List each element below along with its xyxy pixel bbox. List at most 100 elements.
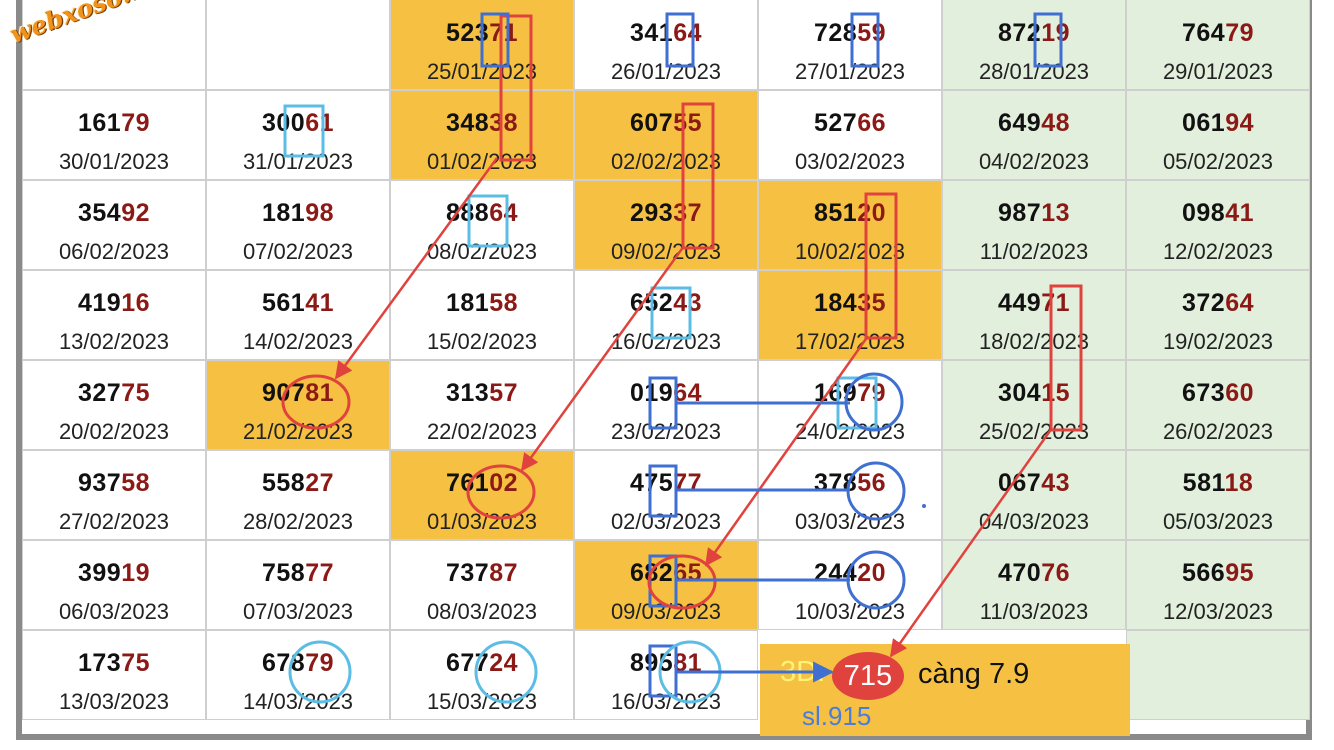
- result-date: 28/02/2023: [242, 509, 354, 534]
- blue-digit-box: [480, 12, 510, 68]
- red-column-box: [864, 192, 898, 340]
- cyan-digit-box: [283, 104, 325, 158]
- number-head: 161: [77, 109, 122, 137]
- number-tail: 64: [673, 19, 703, 47]
- result-cell: 37264 19/02/2023: [1126, 270, 1310, 360]
- number-tail: 24: [489, 649, 519, 677]
- number-tail: 75: [121, 649, 151, 677]
- number-head: 348: [445, 109, 490, 137]
- number-tail: 58: [489, 289, 519, 317]
- number-tail: 20: [857, 559, 887, 587]
- number-tail: 79: [1225, 19, 1255, 47]
- result-number: 98713: [943, 199, 1125, 228]
- number-tail: 16: [121, 289, 151, 317]
- number-head: 649: [997, 109, 1042, 137]
- number-tail: 94: [1225, 109, 1255, 137]
- result-date: 03/02/2023: [794, 149, 906, 174]
- result-number: 30415: [943, 379, 1125, 408]
- number-head: 293: [629, 199, 674, 227]
- number-tail: 35: [857, 289, 887, 317]
- prediction-box: [760, 644, 1130, 736]
- number-head: 061: [1181, 109, 1226, 137]
- number-head: 300: [261, 109, 306, 137]
- result-number: 47076: [943, 559, 1125, 588]
- result-number: 56141: [207, 289, 389, 318]
- number-head: 566: [1181, 559, 1226, 587]
- number-tail: 43: [673, 289, 703, 317]
- result-date: 08/02/2023: [426, 239, 538, 264]
- result-cell: 55827 28/02/2023: [206, 450, 390, 540]
- result-number: 39919: [23, 559, 205, 588]
- number-head: 327: [77, 379, 122, 407]
- result-number: 16179: [23, 109, 205, 138]
- result-date: 05/03/2023: [1162, 509, 1274, 534]
- number-tail: 48: [1041, 109, 1071, 137]
- result-date: 24/02/2023: [794, 419, 906, 444]
- number-head: 098: [1181, 199, 1226, 227]
- number-head: 764: [1181, 19, 1226, 47]
- result-number: 72859: [759, 19, 941, 48]
- result-cell: 75877 07/03/2023: [206, 540, 390, 630]
- result-number: 85120: [759, 199, 941, 228]
- result-date: 26/02/2023: [1162, 419, 1274, 444]
- result-cell: 18158 15/02/2023: [390, 270, 574, 360]
- number-tail: 77: [305, 559, 335, 587]
- number-tail: 77: [673, 469, 703, 497]
- number-tail: 87: [489, 559, 519, 587]
- result-cell: 39919 06/03/2023: [22, 540, 206, 630]
- result-number: 75877: [207, 559, 389, 588]
- number-head: 607: [629, 109, 674, 137]
- result-date: 14/02/2023: [242, 329, 354, 354]
- blue-digit-box: [665, 12, 695, 68]
- result-number: 64948: [943, 109, 1125, 138]
- empty-cell: [206, 0, 390, 90]
- number-tail: 92: [121, 199, 151, 227]
- result-cell: 73787 08/03/2023: [390, 540, 574, 630]
- number-head: 581: [1182, 469, 1225, 497]
- result-cell: 44971 18/02/2023: [942, 270, 1126, 360]
- result-date: 13/02/2023: [58, 329, 170, 354]
- number-tail: 43: [1041, 469, 1071, 497]
- result-cell: 88864 08/02/2023: [390, 180, 574, 270]
- result-number: 18435: [759, 289, 941, 318]
- number-tail: 57: [489, 379, 519, 407]
- result-date: 02/02/2023: [610, 149, 722, 174]
- number-tail: 59: [857, 19, 887, 47]
- result-cell: 47076 11/03/2023: [942, 540, 1126, 630]
- number-tail: 19: [121, 559, 151, 587]
- red-arrow: [889, 427, 1054, 658]
- number-tail: 61: [305, 109, 335, 137]
- result-cell: 16179 30/01/2023: [22, 90, 206, 180]
- number-tail: 19: [1041, 19, 1071, 47]
- number-head: 313: [445, 379, 490, 407]
- number-head: 449: [997, 289, 1042, 317]
- cyan-circle: [474, 640, 538, 704]
- result-cell: 34838 01/02/2023: [390, 90, 574, 180]
- result-date: 30/01/2023: [58, 149, 170, 174]
- red-arrow: [520, 245, 686, 472]
- number-tail: 81: [305, 379, 335, 407]
- result-date: 04/03/2023: [978, 509, 1090, 534]
- blue-digit-box: [648, 644, 678, 698]
- blue-digit-box: [1033, 12, 1063, 68]
- result-cell: 67360 26/02/2023: [1126, 360, 1310, 450]
- result-date: 07/03/2023: [242, 599, 354, 624]
- number-head: 888: [445, 199, 490, 227]
- number-tail: 71: [1041, 289, 1071, 317]
- result-cell: 52766 03/02/2023: [758, 90, 942, 180]
- result-cell: 32775 20/02/2023: [22, 360, 206, 450]
- result-number: 73787: [391, 559, 573, 588]
- result-cell: 98713 11/02/2023: [942, 180, 1126, 270]
- result-date: 27/02/2023: [58, 509, 170, 534]
- result-number: 32775: [23, 379, 205, 408]
- number-tail: 15: [1041, 379, 1071, 407]
- result-number: 58118: [1127, 469, 1309, 498]
- blue-circle: [846, 461, 906, 521]
- result-date: 12/03/2023: [1162, 599, 1274, 624]
- number-head: 987: [997, 199, 1042, 227]
- result-date: 05/02/2023: [1162, 149, 1274, 174]
- result-cell: 76479 29/01/2023: [1126, 0, 1310, 90]
- result-cell: 31357 22/02/2023: [390, 360, 574, 450]
- number-tail: 58: [121, 469, 151, 497]
- result-cell: 37856 03/03/2023: [758, 450, 942, 540]
